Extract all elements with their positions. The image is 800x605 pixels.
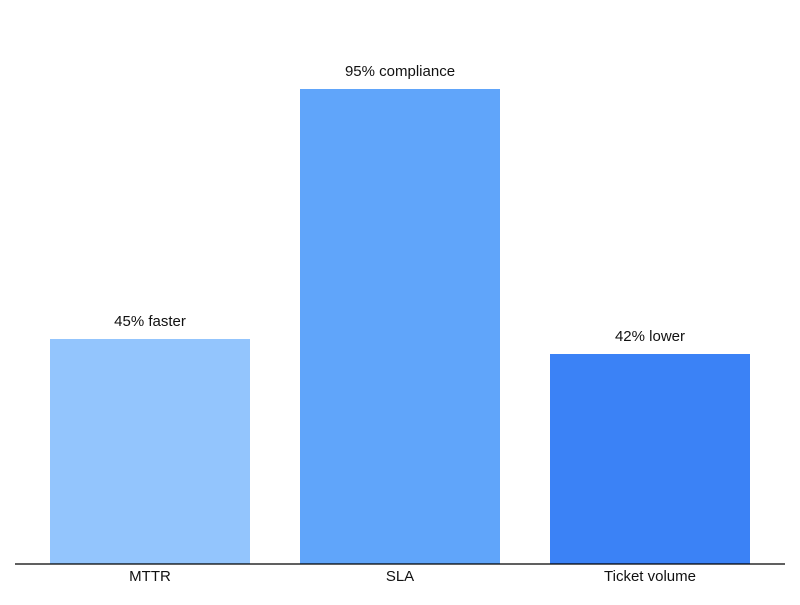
data-label: 42% lower — [615, 328, 685, 345]
labels: 45% faster MTTR 95% compliance SLA 42% lower… — [114, 63, 696, 585]
bar-ticket-volume — [550, 354, 750, 564]
bar-sla — [300, 89, 500, 564]
x-tick-label: Ticket volume — [604, 568, 696, 585]
data-label: 45% faster — [114, 313, 186, 330]
x-tick-label: MTTR — [129, 568, 171, 585]
bar-mttr — [50, 339, 250, 564]
bars — [50, 89, 750, 564]
data-label: 95% compliance — [345, 63, 455, 80]
x-tick-label: SLA — [386, 568, 414, 585]
